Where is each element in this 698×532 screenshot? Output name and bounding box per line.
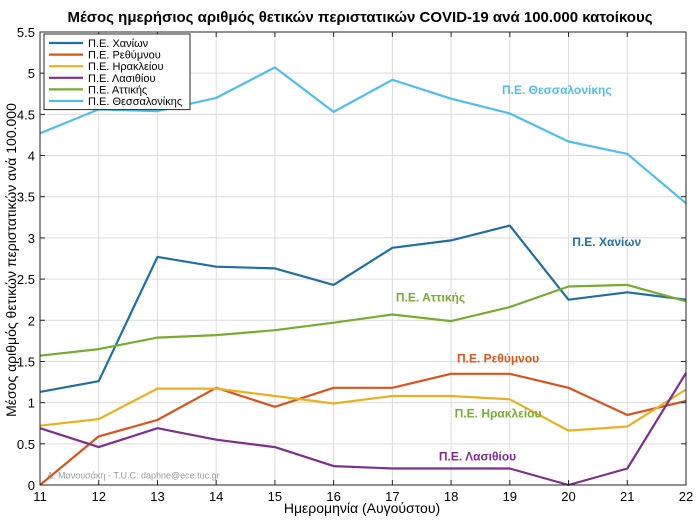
y-tick-label: 1 — [28, 396, 35, 411]
series-line-6 — [39, 66, 687, 205]
series-line-4 — [39, 372, 687, 487]
series-line-2 — [39, 372, 687, 486]
series-line-1 — [39, 224, 687, 393]
series-annotation: Π.Ε. Θεσσαλονίκης — [502, 83, 612, 97]
y-tick-label: 2 — [28, 313, 35, 328]
x-axis-label: Ημερομηνία (Αυγούστου) — [284, 500, 440, 516]
series-annotation: Π.Ε. Λασιθίου — [439, 449, 516, 463]
legend-label: Π.Ε. Ηρακλείου — [88, 61, 164, 73]
series-annotation: Π.Ε. Χανίων — [572, 235, 641, 249]
x-tick-label: 11 — [33, 489, 47, 504]
series-line-5 — [39, 283, 687, 357]
legend-box — [43, 33, 191, 111]
x-tick-label: 21 — [620, 489, 634, 504]
x-tick-label: 17 — [385, 489, 399, 504]
x-tick-label: 13 — [150, 489, 164, 504]
x-tick-label: 22 — [679, 489, 693, 504]
series-annotation: Π.Ε. Ηρακλείου — [455, 406, 542, 420]
legend-label: Π.Ε. Ρεθύμνου — [88, 50, 161, 62]
chart-title: Μέσος ημερήσιος αριθμός θετικών περιστατ… — [68, 9, 653, 26]
y-tick-label: 0 — [28, 478, 35, 493]
y-tick-label: 5 — [28, 66, 35, 81]
y-tick-label: 0.5 — [17, 437, 35, 452]
axes-box — [39, 31, 687, 486]
series-annotation: Π.Ε. Ρεθύμνου — [457, 351, 539, 365]
y-tick-label: 4 — [28, 149, 35, 164]
y-axis-label: Μέσος αριθμός θετικών περιστατικών ανά 1… — [3, 103, 19, 417]
y-tick-label: 1.5 — [17, 354, 35, 369]
x-tick-label: 19 — [503, 489, 517, 504]
x-tick-label: 14 — [209, 489, 223, 504]
x-tick-label: 15 — [268, 489, 282, 504]
x-tick-label: 20 — [561, 489, 575, 504]
x-tick-label: 18 — [444, 489, 458, 504]
y-tick-label: 2.5 — [17, 272, 35, 287]
series-line-3 — [39, 387, 687, 432]
y-tick-label: 5.5 — [17, 25, 35, 40]
series-annotation: Π.Ε. Αττικής — [396, 290, 465, 304]
y-tick-label: 3 — [28, 231, 35, 246]
plot-area: Δ. Μανουσάκη - T.U.C. daphne@ece.tuc.gr Π… — [17, 25, 693, 504]
legend-label: Π.Ε. Θεσσαλονίκης — [88, 96, 182, 108]
legend-label: Π.Ε. Αττικής — [88, 84, 147, 96]
x-tick-label: 16 — [326, 489, 340, 504]
y-tick-label: 3.5 — [17, 190, 35, 205]
y-tick-label: 4.5 — [17, 107, 35, 122]
legend-label: Π.Ε. Χανίων — [88, 38, 149, 50]
legend-label: Π.Ε. Λασιθίου — [88, 73, 155, 85]
credit-text: Δ. Μανουσάκη - T.U.C. daphne@ece.tuc.gr — [47, 470, 220, 480]
x-tick-label: 12 — [91, 489, 105, 504]
